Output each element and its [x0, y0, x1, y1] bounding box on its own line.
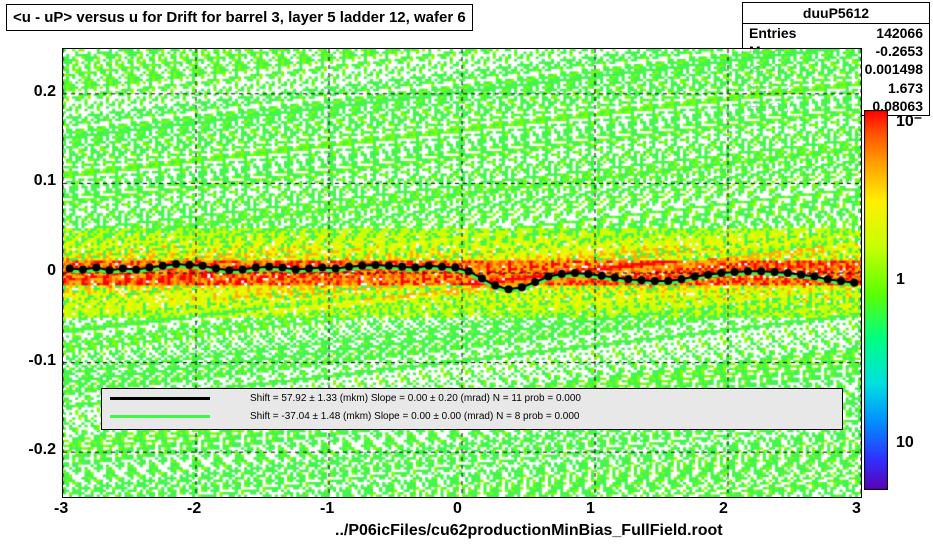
legend-text: Shift = -37.04 ± 1.48 (mkm) Slope = 0.00… [250, 411, 579, 422]
colorbar-label: 10⁻ [896, 111, 922, 131]
ytick-label: 0.2 [34, 83, 56, 101]
xtick-label: -2 [187, 500, 201, 518]
xtick-label: 3 [852, 500, 861, 518]
xtick-label: 0 [453, 500, 462, 518]
colorbar [864, 110, 888, 490]
ytick-label: -0.2 [28, 441, 56, 459]
stats-val: 142066 [876, 24, 923, 42]
xtick-label: 1 [586, 500, 595, 518]
colorbar-label: 1 [896, 271, 905, 289]
legend-swatch [110, 397, 210, 400]
chart-title: <u - uP> versus u for Drift for barrel 3… [6, 4, 473, 31]
legend-text: Shift = 57.92 ± 1.33 (mkm) Slope = 0.00 … [250, 393, 581, 404]
legend-row: Shift = 57.92 ± 1.33 (mkm) Slope = 0.00 … [102, 389, 842, 407]
stats-val: 0.001498 [865, 60, 923, 78]
stats-row: Entries 142066 [743, 24, 929, 42]
footer-path: ../P06icFiles/cu62productionMinBias_Full… [335, 522, 723, 540]
stats-val: -0.2653 [876, 42, 923, 60]
ytick-label: -0.1 [28, 352, 56, 370]
legend-swatch [110, 415, 210, 418]
fit-legend: Shift = 57.92 ± 1.33 (mkm) Slope = 0.00 … [101, 388, 843, 430]
xtick-label: -1 [320, 500, 334, 518]
stats-title: duuP5612 [743, 3, 929, 24]
ytick-label: 0.1 [34, 172, 56, 190]
plot-area: Shift = 57.92 ± 1.33 (mkm) Slope = 0.00 … [62, 48, 862, 498]
stats-val: 1.673 [888, 79, 923, 97]
title-prefix: <u - uP> [13, 9, 72, 26]
ytick-label: 0 [47, 262, 56, 280]
colorbar-label: 10 [896, 434, 914, 452]
xtick-label: 2 [719, 500, 728, 518]
stats-key: Entries [749, 24, 796, 42]
legend-row: Shift = -37.04 ± 1.48 (mkm) Slope = 0.00… [102, 407, 842, 425]
title-rest: versus u for Drift for barrel 3, layer 5… [72, 9, 466, 26]
xtick-label: -3 [54, 500, 68, 518]
